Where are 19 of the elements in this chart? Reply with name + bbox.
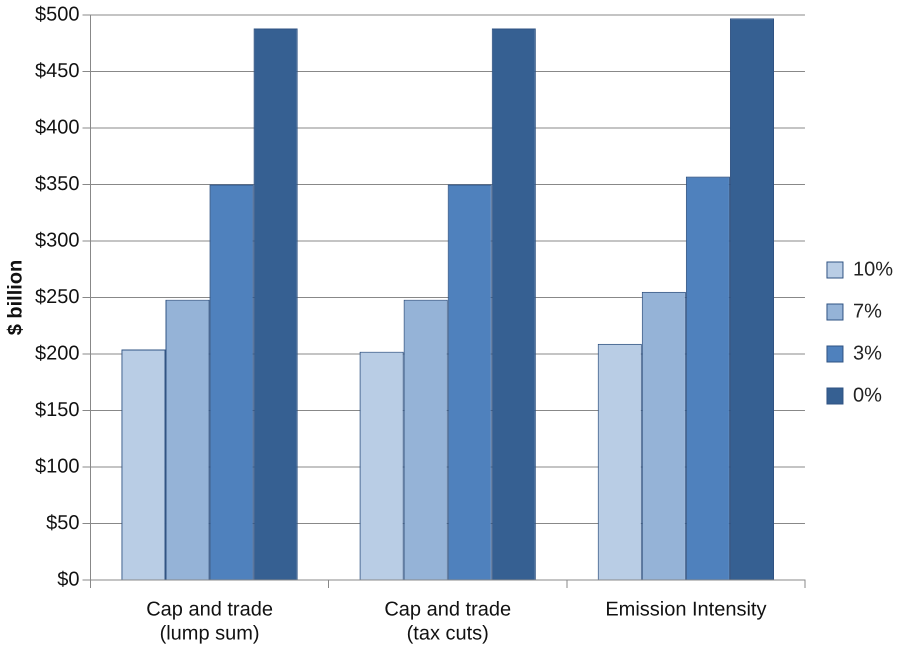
y-tick-label: $0 (57, 568, 80, 591)
y-tick-label: $300 (34, 230, 80, 252)
x-tick-label: Cap and trade (lump sum) (146, 598, 273, 645)
legend-label: 10% (852, 258, 894, 281)
y-tick-label: $250 (34, 286, 80, 308)
y-tick-label: $400 (34, 116, 80, 139)
x-tick-label: Cap and trade (tax cuts) (384, 598, 512, 645)
y-tick-label: $500 (34, 4, 80, 26)
y-tick-label: $200 (34, 342, 80, 365)
legend-label: 7% (852, 300, 882, 323)
x-tick-label: Emission Intensity (605, 598, 766, 621)
y-tick-label: $450 (34, 60, 80, 82)
y-tick-label: $150 (34, 399, 80, 422)
y-tick-label: $100 (34, 456, 80, 478)
y-tick-label: $350 (34, 173, 80, 196)
legend-label: 0% (852, 384, 882, 407)
y-axis-title: $ billion (4, 260, 27, 336)
y-tick-label: $50 (46, 512, 80, 534)
legend-label: 3% (852, 342, 882, 365)
